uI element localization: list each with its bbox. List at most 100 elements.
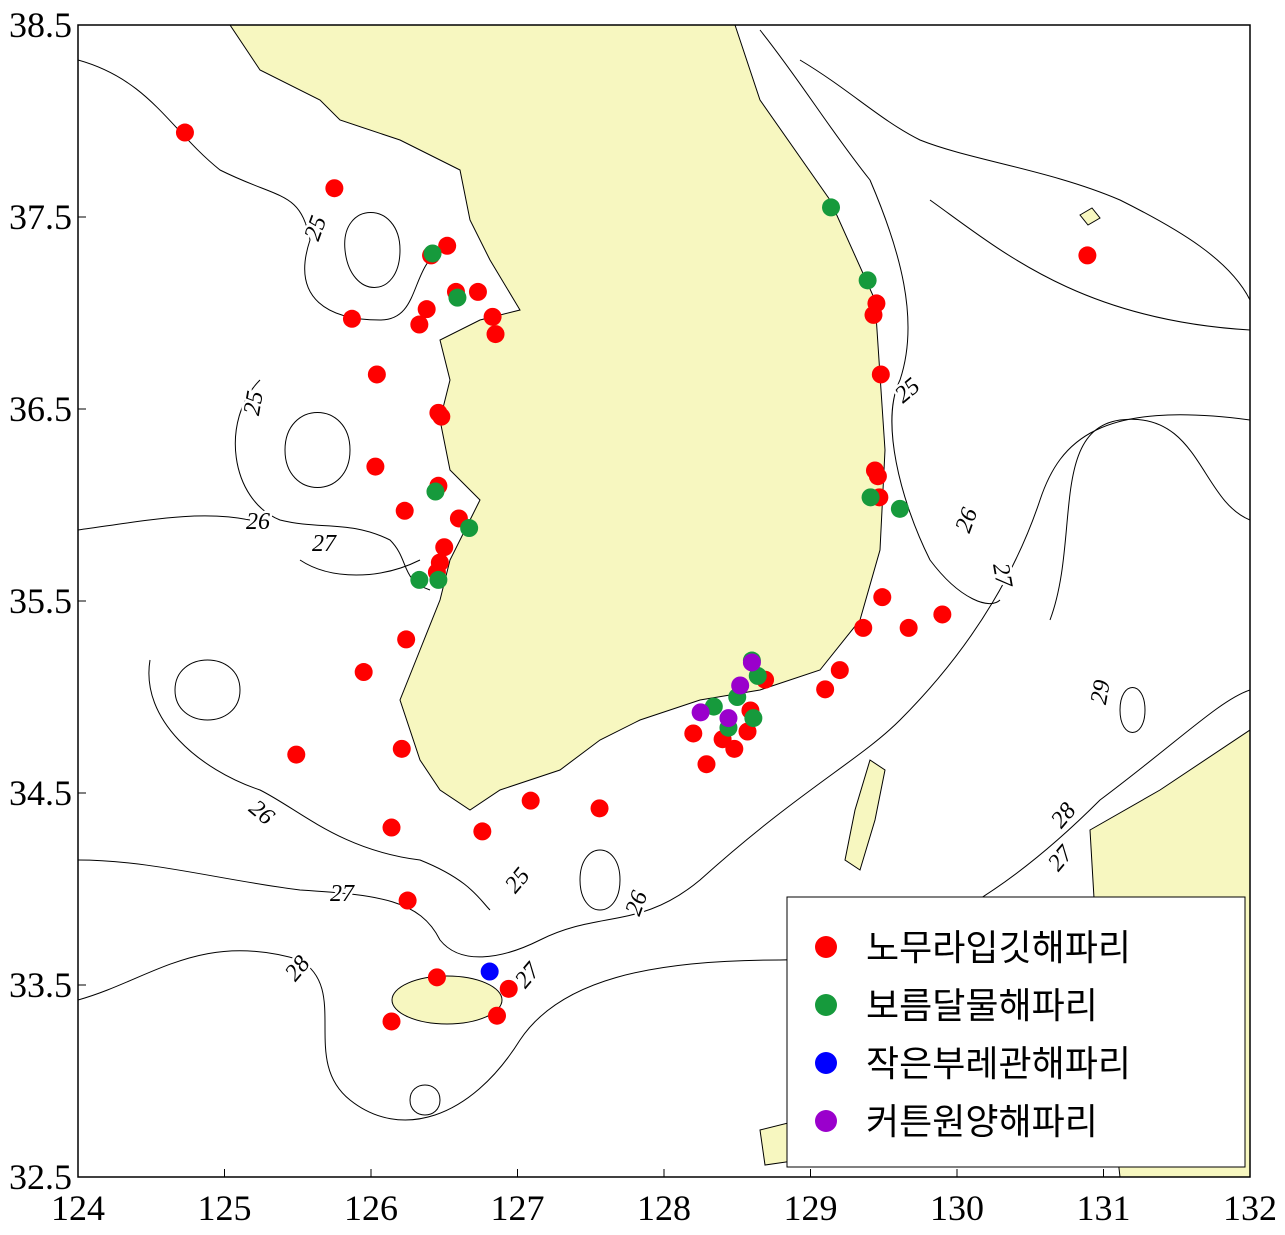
y-tick-label: 33.5 <box>9 965 72 1005</box>
y-tick-label: 34.5 <box>9 773 72 813</box>
point <box>432 407 451 426</box>
point <box>1078 246 1097 265</box>
isotherm <box>409 1084 441 1116</box>
korean-peninsula <box>229 25 886 811</box>
point <box>287 745 306 764</box>
point <box>429 570 448 589</box>
contour-label: 25 <box>239 389 269 417</box>
point <box>725 739 744 758</box>
point <box>410 315 429 334</box>
point <box>487 1006 506 1025</box>
point <box>382 818 401 837</box>
point <box>933 605 952 624</box>
point <box>744 709 763 728</box>
x-tick-label: 124 <box>51 1188 105 1228</box>
x-tick-label: 125 <box>198 1188 252 1228</box>
x-tick-label: 126 <box>344 1188 398 1228</box>
x-tick-label: 128 <box>637 1188 691 1228</box>
contour-label: 26 <box>246 509 270 535</box>
y-tick-label: 35.5 <box>9 581 72 621</box>
point <box>438 236 457 255</box>
point <box>816 680 835 699</box>
point <box>410 570 429 589</box>
point <box>864 305 883 324</box>
point <box>417 300 436 319</box>
isotherm <box>174 659 241 721</box>
point <box>486 325 505 344</box>
point <box>366 457 385 476</box>
point <box>460 519 479 538</box>
isotherm <box>78 414 1250 958</box>
point <box>175 123 194 142</box>
y-tick-label: 36.5 <box>9 389 72 429</box>
point <box>468 282 487 301</box>
legend-box <box>786 896 1246 1168</box>
point <box>325 179 344 198</box>
isotherm <box>929 199 1250 331</box>
point <box>483 307 502 326</box>
x-tick-label: 132 <box>1223 1188 1277 1228</box>
point <box>899 618 918 637</box>
point <box>435 538 454 557</box>
point <box>392 739 411 758</box>
x-tick-label: 127 <box>491 1188 545 1228</box>
point <box>691 703 710 722</box>
tsushima <box>844 759 886 871</box>
point <box>397 630 416 649</box>
y-tick-label: 37.5 <box>9 197 72 237</box>
isotherm <box>148 659 491 911</box>
point <box>830 661 849 680</box>
jeju-island <box>391 975 503 1025</box>
point <box>499 979 518 998</box>
point <box>684 724 703 743</box>
legend-label: 노무라입깃해파리 <box>866 928 1131 969</box>
point <box>854 618 873 637</box>
point <box>873 588 892 607</box>
point <box>748 666 767 685</box>
isotherm <box>78 59 441 321</box>
point <box>473 822 492 841</box>
point <box>590 799 609 818</box>
isotherm <box>799 59 1250 301</box>
contour-label: 27 <box>330 881 355 907</box>
point <box>423 244 442 263</box>
isotherm <box>1119 687 1146 733</box>
isotherm <box>344 212 401 288</box>
legend-marker <box>815 1110 837 1132</box>
point <box>731 676 750 695</box>
point <box>367 365 386 384</box>
legend-marker <box>815 994 837 1016</box>
point <box>742 653 761 672</box>
legend-marker <box>815 936 837 958</box>
x-tick-label: 129 <box>784 1188 838 1228</box>
point <box>871 365 890 384</box>
point <box>822 198 841 217</box>
point <box>521 791 540 810</box>
y-tick-label: 38.5 <box>9 5 72 45</box>
point <box>738 722 757 741</box>
isotherm <box>579 849 621 911</box>
point <box>858 271 877 290</box>
point <box>354 663 373 682</box>
point <box>861 488 880 507</box>
legend-label: 작은부레관해파리 <box>866 1044 1131 1085</box>
point <box>427 968 446 987</box>
isotherm <box>234 379 431 591</box>
point <box>426 482 445 501</box>
isotherm <box>78 689 1250 1121</box>
contour-label: 27 <box>312 531 337 557</box>
point <box>398 891 417 910</box>
point <box>868 467 887 486</box>
point <box>697 755 716 774</box>
x-tick-label: 130 <box>930 1188 984 1228</box>
legend-marker <box>815 1052 837 1074</box>
isotherm <box>759 29 1001 605</box>
point <box>448 288 467 307</box>
point <box>395 501 414 520</box>
contour-label: 29 <box>1086 678 1116 706</box>
isotherm <box>1049 418 1250 621</box>
point <box>342 309 361 328</box>
point <box>480 962 499 981</box>
y-tick-label: 32.5 <box>9 1157 72 1197</box>
